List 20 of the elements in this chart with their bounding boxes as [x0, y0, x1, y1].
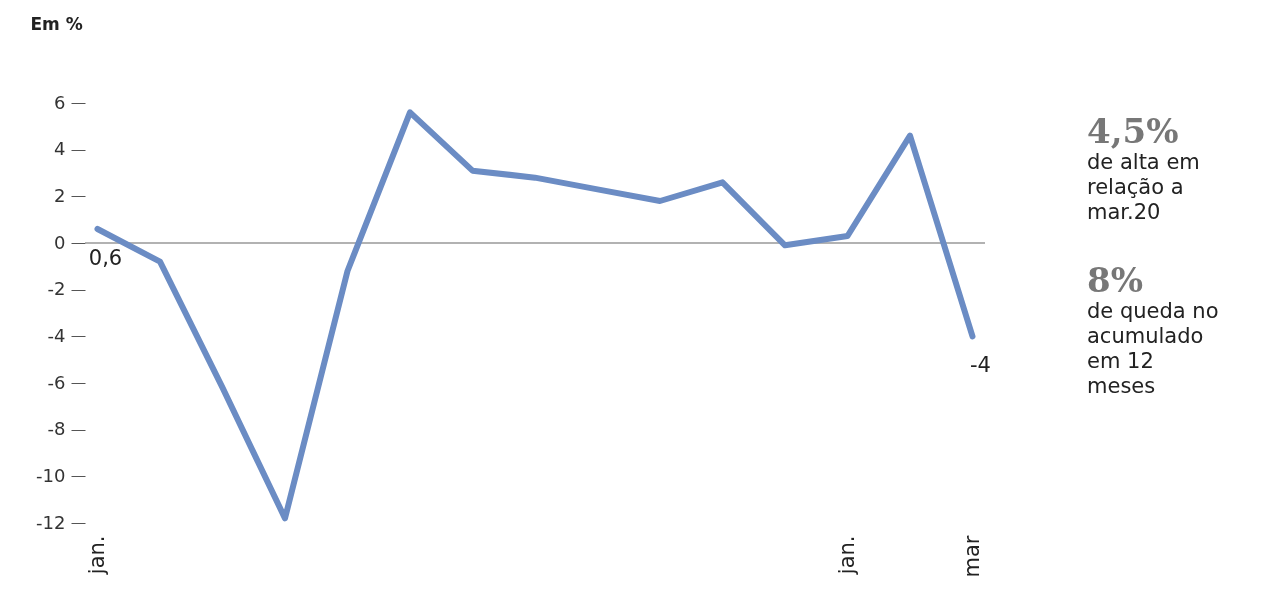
- x-tick-label: jan.: [835, 535, 859, 576]
- y-tick-label: -12: [36, 511, 66, 533]
- y-tick-label: -4: [47, 324, 66, 346]
- y-tick-label: -10: [36, 464, 66, 486]
- y-axis-title: Em %: [30, 13, 83, 34]
- x-tick-label: jan.: [85, 535, 109, 576]
- y-tick-label: 2: [54, 184, 66, 206]
- y-tick-label: -6: [47, 371, 66, 393]
- x-tick-label: mar: [960, 535, 984, 578]
- text: de alta em relação a mar.20: [1087, 150, 1201, 225]
- text: de queda no acumulado em 12 meses: [1087, 299, 1220, 399]
- y-tick-label: -2: [47, 278, 66, 300]
- y-tick-label: -8: [47, 418, 66, 440]
- text: 0,6: [88, 246, 123, 270]
- y-tick-label: 4: [54, 138, 66, 160]
- text: -4: [970, 353, 991, 378]
- text: 8%: [1087, 260, 1144, 300]
- y-tick-label: 6: [54, 91, 66, 113]
- y-tick-label: 0: [54, 231, 66, 253]
- text: 4,5%: [1087, 111, 1180, 151]
